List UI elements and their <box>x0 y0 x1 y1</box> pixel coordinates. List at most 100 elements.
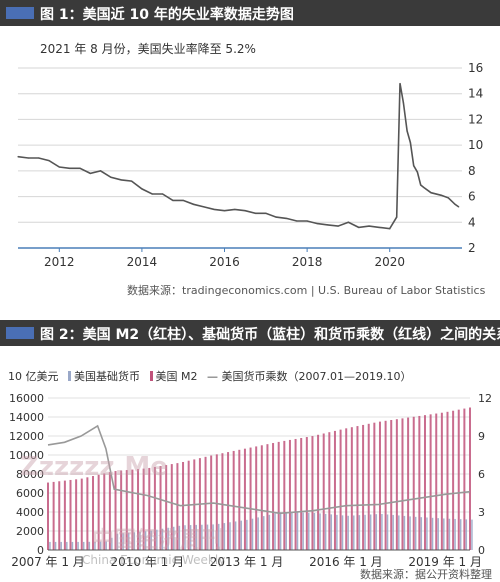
base-money-bar <box>116 533 119 550</box>
m2-bar <box>384 420 387 550</box>
y-left-tick-label: 16000 <box>9 392 44 405</box>
base-money-bar <box>336 514 338 550</box>
chart2-title-bar: 图 2：美国 M2（红柱）、基础货币（蓝柱）和货币乘数（红线）之间的关系 <box>0 320 500 346</box>
m2-bar <box>153 466 156 550</box>
chart1-source: 数据来源：tradingeconomics.com | U.S. Bureau … <box>127 284 486 297</box>
m2-bar <box>75 479 78 550</box>
base-money-bar <box>353 515 355 550</box>
m2-bar <box>367 423 370 550</box>
m2-bar <box>47 482 49 550</box>
unemployment-line-chart: 2 4 6 8 10 12 14 16 2012 2014 2016 2018 2020 <box>17 61 483 269</box>
y-left-tick-label: 0 <box>37 544 44 557</box>
base-money-bar <box>99 541 102 550</box>
m2-bar <box>243 448 246 550</box>
base-money-bar <box>60 541 62 550</box>
data-point <box>389 228 391 230</box>
m2-bar <box>114 471 117 550</box>
unemployment-series-line <box>17 83 460 230</box>
data-point <box>79 167 81 169</box>
m2-bar <box>148 467 151 550</box>
chart1-title: 图 1：美国近 10 年的失业率数据走势图 <box>40 7 294 23</box>
base-money-bar <box>127 532 130 550</box>
base-money-bar <box>375 514 378 550</box>
base-money-bar <box>459 519 462 550</box>
base-money-bar <box>308 512 310 550</box>
base-money-bar <box>88 541 91 550</box>
data-point <box>100 170 102 172</box>
base-money-bar <box>257 517 259 550</box>
legend-multiplier: — 美国货币乘数（2007.01—2019.10） <box>207 370 412 383</box>
title-accent-marker <box>6 327 34 339</box>
data-point <box>244 210 246 212</box>
base-money-bar <box>156 529 158 550</box>
m2-bar <box>255 446 258 550</box>
x-tick-label: 2012 <box>44 255 75 269</box>
m2-bar <box>311 436 314 550</box>
data-point <box>402 102 404 104</box>
chart2-legend: 10 亿美元 美国基础货币 美国 M2 — 美国货币乘数（2007.01—201… <box>8 368 417 384</box>
m2-bar <box>176 463 179 550</box>
base-money-bar <box>426 517 428 550</box>
base-money-bar <box>195 524 197 550</box>
base-money-bar <box>358 515 361 550</box>
base-money-bar <box>279 512 282 550</box>
m2-bar <box>266 444 269 550</box>
base-money-bar <box>184 525 186 550</box>
money-supply-bar-chart: 0 2000 4000 6000 8000 10000 12000 14000 16000 0 3 6… <box>9 392 492 569</box>
m2-bar <box>63 480 66 550</box>
base-money-bar <box>381 513 383 550</box>
m2-bar <box>108 472 111 550</box>
y-right-tick-label: 3 <box>478 506 485 519</box>
data-point <box>254 212 257 214</box>
data-point <box>413 165 415 167</box>
y-left-tick-label: 14000 <box>9 411 44 424</box>
m2-bar <box>452 410 455 550</box>
x-tick-label: 2010 年 1 月 <box>110 555 184 569</box>
data-point <box>409 141 411 144</box>
m2-bar <box>92 476 95 550</box>
y-tick-label: 12 <box>468 112 483 126</box>
chart2-title: 图 2：美国 M2（红柱）、基础货币（蓝柱）和货币乘数（红线）之间的关系 <box>40 327 500 343</box>
base-money-bar <box>364 514 366 550</box>
y-tick-label: 14 <box>468 87 483 101</box>
data-point <box>213 208 215 211</box>
y-left-tick-label: 12000 <box>9 430 44 443</box>
base-money-bar <box>454 518 456 550</box>
data-point <box>296 220 298 222</box>
m2-bar <box>86 477 89 550</box>
data-point <box>358 226 360 229</box>
m2-bar <box>435 413 438 550</box>
base-money-bar <box>49 541 51 550</box>
base-money-bar <box>437 518 439 550</box>
m2-bar <box>300 437 303 550</box>
m2-bar <box>288 439 291 550</box>
data-point <box>420 184 422 186</box>
unemployment-chart-panel: 图 1：美国近 10 年的失业率数据走势图 2021 年 8 月份，美国失业率降… <box>0 0 500 297</box>
data-point <box>316 222 319 225</box>
m2-bar <box>317 434 320 550</box>
data-point <box>27 157 29 159</box>
y-left-tick-label: 4000 <box>16 506 44 519</box>
y-right-tick-label: 12 <box>478 392 492 405</box>
m2-bar <box>407 417 410 550</box>
base-money-bar <box>330 514 333 550</box>
data-point <box>58 166 60 168</box>
data-point <box>38 157 40 159</box>
y-tick-label: 6 <box>468 190 476 204</box>
x-tick-label: 2014 <box>127 255 158 269</box>
base-money-bar <box>263 516 265 550</box>
data-point <box>454 203 456 205</box>
m2-bar <box>97 474 100 550</box>
base-money-bar <box>212 524 214 550</box>
base-money-bar <box>229 522 231 550</box>
m2-bar <box>401 418 404 550</box>
data-point <box>120 179 122 181</box>
m2-bar <box>463 408 466 550</box>
x-tick-label: 2016 <box>209 255 240 269</box>
m2-bar <box>418 415 421 550</box>
data-point <box>378 226 380 229</box>
base-money-bar <box>161 528 164 550</box>
base-money-bar <box>82 541 85 550</box>
base-money-bar <box>251 518 254 550</box>
m2-bar <box>457 409 460 550</box>
